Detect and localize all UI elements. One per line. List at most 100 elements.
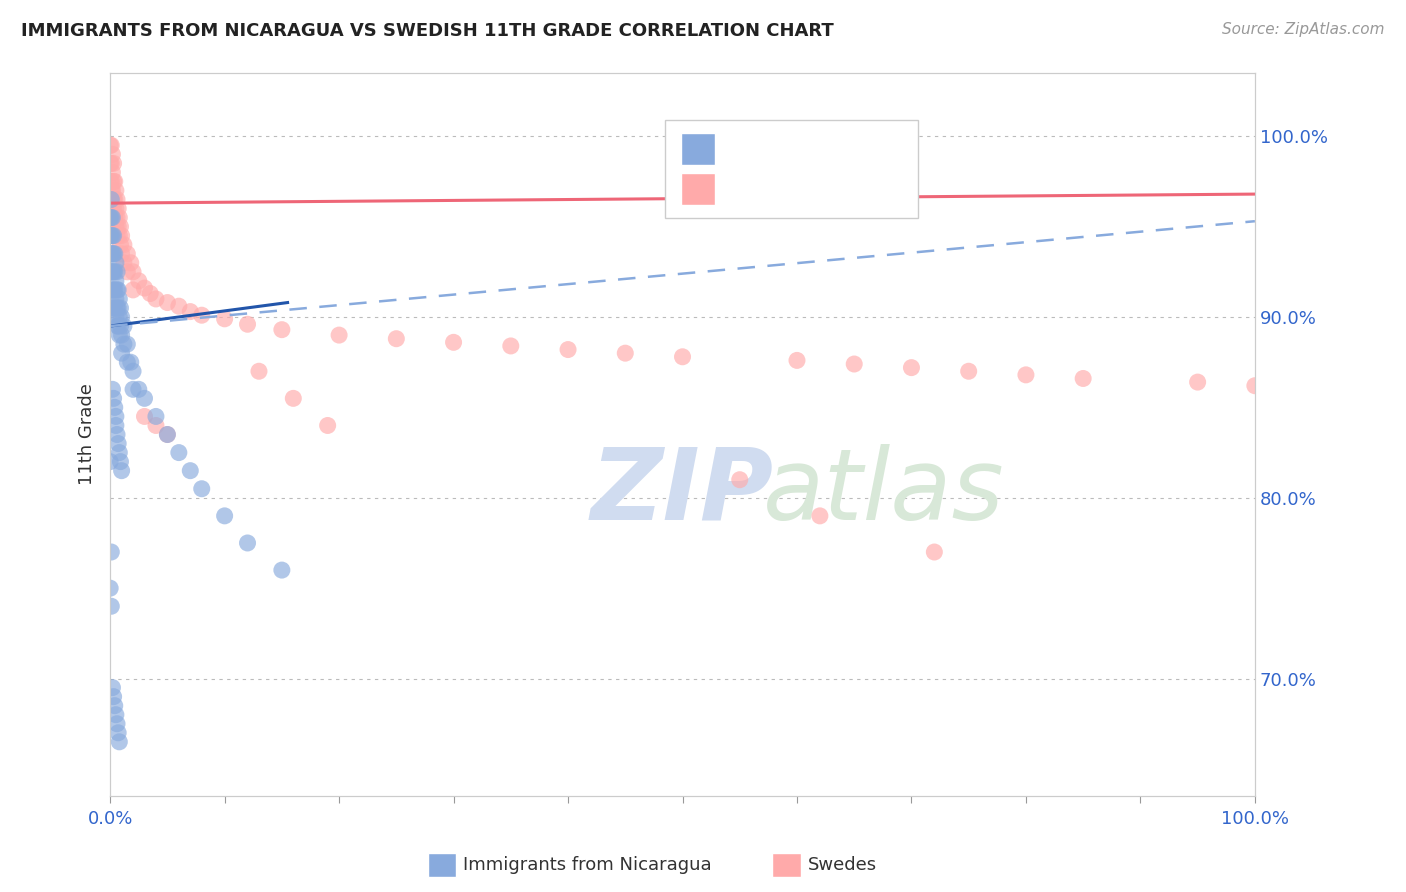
Point (104, 292, 127, 306)
Point (104, 283, 127, 297)
Point (128, 274, 150, 288)
Point (101, 265, 124, 279)
Point (100, 193, 122, 207)
Point (98, 211, 121, 225)
Point (107, 283, 129, 297)
Point (122, 265, 145, 279)
Point (101, 211, 124, 225)
Text: 105: 105 (865, 180, 900, 198)
Point (104, 211, 127, 225)
Point (614, 346, 637, 360)
Point (110, 301, 132, 315)
Point (112, 237, 135, 252)
Point (1015, 368, 1038, 382)
Point (110, 246, 132, 260)
Point (110, 346, 132, 360)
Point (98, 228, 121, 243)
Point (101, 283, 124, 297)
Point (112, 337, 135, 351)
Text: 82: 82 (865, 140, 894, 158)
Point (100, 174, 122, 188)
Point (190, 482, 212, 496)
Text: ZIP: ZIP (591, 444, 773, 541)
Point (844, 357, 866, 371)
Point (1187, 375, 1209, 389)
Point (108, 228, 131, 243)
Point (98, 246, 121, 260)
Point (104, 211, 127, 225)
Point (98, 265, 121, 279)
Point (108, 292, 131, 306)
Point (110, 455, 132, 469)
Point (167, 445, 190, 459)
Y-axis label: 11th Grade: 11th Grade (79, 384, 96, 485)
Point (728, 473, 751, 487)
Point (103, 690, 125, 704)
Point (108, 310, 131, 324)
Point (101, 147, 124, 161)
Point (110, 237, 132, 252)
Point (122, 283, 145, 297)
Point (236, 318, 259, 332)
Point (1244, 378, 1267, 392)
Point (236, 536, 259, 550)
Point (214, 508, 236, 523)
Point (101, 184, 124, 198)
Point (957, 364, 980, 378)
Point (100, 228, 122, 243)
Point (104, 174, 127, 188)
Point (104, 707, 127, 722)
Point (145, 409, 167, 424)
Point (103, 193, 125, 207)
Point (104, 219, 127, 234)
Point (103, 283, 125, 297)
Point (270, 563, 292, 577)
Point (98, 581, 121, 595)
Point (385, 332, 408, 346)
Text: N =: N = (824, 140, 860, 158)
Point (100, 156, 122, 170)
Point (103, 392, 125, 406)
Point (104, 698, 127, 713)
Point (98, 138, 121, 153)
Point (110, 328, 132, 343)
Point (101, 165, 124, 179)
Point (107, 202, 129, 216)
Point (156, 427, 179, 442)
Point (120, 256, 142, 270)
Point (104, 418, 127, 433)
Point (145, 418, 167, 433)
Text: Immigrants from Nicaragua: Immigrants from Nicaragua (463, 855, 711, 874)
Point (98, 174, 121, 188)
Point (98, 211, 121, 225)
Point (100, 545, 122, 559)
Text: atlas: atlas (762, 444, 1004, 541)
Point (105, 265, 128, 279)
Point (214, 311, 236, 326)
Point (104, 193, 127, 207)
Point (101, 246, 124, 260)
Point (104, 310, 127, 324)
Point (103, 228, 125, 243)
Point (786, 353, 808, 368)
Point (101, 202, 124, 216)
Point (247, 364, 270, 378)
Point (103, 301, 125, 315)
Point (808, 508, 831, 523)
Point (107, 436, 129, 450)
Point (100, 265, 122, 279)
Text: Source: ZipAtlas.com: Source: ZipAtlas.com (1222, 22, 1385, 37)
Point (101, 382, 124, 396)
Point (270, 323, 292, 337)
Point (316, 418, 339, 433)
Text: R =: R = (718, 180, 755, 198)
Point (108, 211, 131, 225)
Point (110, 319, 132, 334)
Point (101, 228, 124, 243)
Text: IMMIGRANTS FROM NICARAGUA VS SWEDISH 11TH GRADE CORRELATION CHART: IMMIGRANTS FROM NICARAGUA VS SWEDISH 11T… (21, 22, 834, 40)
Point (103, 265, 125, 279)
Text: 0.015: 0.015 (766, 180, 820, 198)
Point (117, 246, 139, 260)
Point (104, 409, 127, 424)
Point (156, 427, 179, 442)
